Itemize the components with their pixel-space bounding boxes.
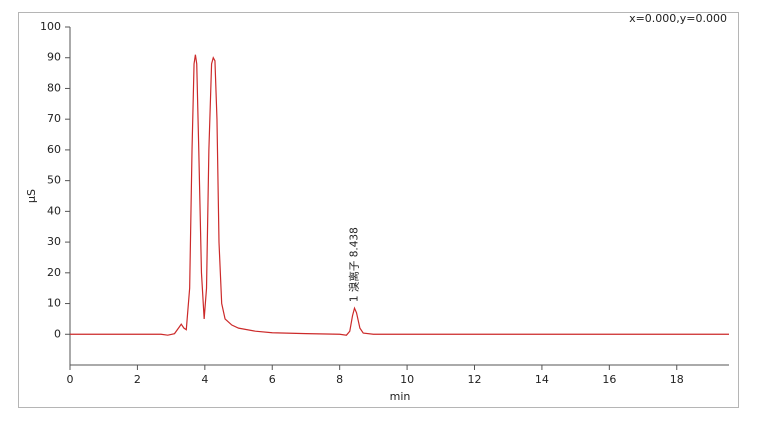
y-tick-label: 70 <box>47 112 61 125</box>
x-tick-label: 4 <box>201 373 208 386</box>
y-axis-label: μS <box>25 189 38 203</box>
x-tick-label: 0 <box>67 373 74 386</box>
y-tick-label: 80 <box>47 81 61 94</box>
x-axis-label: min <box>390 390 411 403</box>
y-tick-label: 40 <box>47 204 61 217</box>
x-tick-label: 14 <box>535 373 549 386</box>
x-tick-label: 16 <box>602 373 616 386</box>
y-tick-label: 50 <box>47 174 61 187</box>
x-tick-label: 6 <box>269 373 276 386</box>
cursor-readout: x=0.000,y=0.000 <box>629 12 727 25</box>
x-tick-label: 18 <box>670 373 684 386</box>
y-tick-label: 10 <box>47 297 61 310</box>
y-tick-label: 30 <box>47 235 61 248</box>
x-tick-label: 12 <box>468 373 482 386</box>
x-tick-label: 2 <box>134 373 141 386</box>
x-tick-label: 10 <box>400 373 414 386</box>
frame <box>18 12 739 408</box>
x-tick-label: 8 <box>336 373 343 386</box>
y-tick-label: 0 <box>54 327 61 340</box>
trace <box>70 54 729 336</box>
y-tick-label: 60 <box>47 143 61 156</box>
y-tick-label: 100 <box>40 20 61 33</box>
y-tick-label: 20 <box>47 266 61 279</box>
peak-annotation: 1 溴离子 8.438 <box>347 227 360 302</box>
y-tick-label: 90 <box>47 51 61 64</box>
